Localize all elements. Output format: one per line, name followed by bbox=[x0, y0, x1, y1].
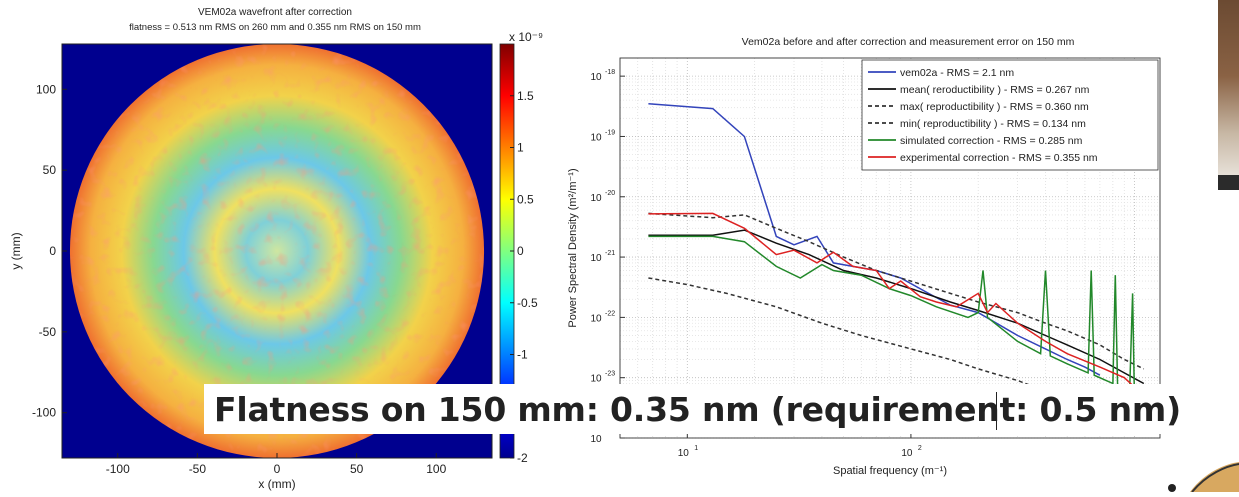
wavefront-heatmap-panel: VEM02a wavefront after correction flatne… bbox=[0, 0, 560, 492]
heatmap-y-tick-label: -50 bbox=[39, 325, 57, 339]
psd-legend-label: mean( reroductibility ) - RMS = 0.267 nm bbox=[900, 84, 1090, 96]
heatmap-x-tick-label: 0 bbox=[274, 462, 281, 476]
wavefront-heatmap: VEM02a wavefront after correction flatne… bbox=[9, 7, 543, 491]
text-cursor bbox=[996, 392, 997, 430]
psd-y-tick-label: 10 bbox=[590, 374, 602, 385]
psd-title: Vem02a before and after correction and m… bbox=[742, 36, 1075, 48]
psd-chart-panel: Vem02a before and after correction and m… bbox=[540, 0, 1180, 492]
flatness-caption-banner: Flatness on 150 mm: 0.35 nm (requirement… bbox=[204, 384, 1239, 434]
colorbar-exponent: x 10⁻⁹ bbox=[509, 30, 543, 44]
colorbar-tick-label: 0.5 bbox=[517, 192, 534, 206]
psd-series-line-1 bbox=[648, 229, 1145, 385]
psd-y-tick-label: 10 bbox=[590, 193, 602, 204]
psd-legend: vem02a - RMS = 2.1 nm mean( reroductibili… bbox=[861, 59, 1159, 171]
colorbar-tick-label: -2 bbox=[517, 451, 528, 465]
psd-y-axis-label: Power Spectral Density (m²/m⁻¹) bbox=[567, 168, 579, 327]
heatmap-y-tick-label: 0 bbox=[49, 244, 56, 258]
heatmap-x-tick-label: -50 bbox=[189, 462, 207, 476]
psd-y-tick-label: 10 bbox=[590, 434, 602, 445]
colorbar-tick-label: 1.5 bbox=[517, 89, 534, 103]
psd-x-axis-label: Spatial frequency (m⁻¹) bbox=[833, 465, 947, 477]
heatmap-y-axis-label: y (mm) bbox=[9, 232, 23, 269]
heatmap-y-tick-label: 50 bbox=[43, 163, 57, 177]
psd-y-tick-exponent: -18 bbox=[605, 69, 615, 76]
heatmap-x-tick-label: 50 bbox=[350, 462, 364, 476]
psd-y-tick-exponent: -19 bbox=[605, 129, 615, 136]
psd-series-group bbox=[648, 102, 1145, 415]
heatmap-x-tick-label: -100 bbox=[106, 462, 130, 476]
psd-legend-label: max( reproductibility ) - RMS = 0.360 nm bbox=[900, 101, 1089, 113]
psd-series-line-4 bbox=[648, 235, 1136, 402]
psd-y-tick-exponent: -21 bbox=[605, 250, 615, 257]
psd-y-tick-exponent: -22 bbox=[605, 310, 615, 317]
corner-photo-fragment bbox=[1218, 0, 1239, 190]
heatmap-y-tick-label: -100 bbox=[32, 406, 56, 420]
wavefront-aperture-disk bbox=[69, 43, 485, 459]
colorbar-tick-label: 1 bbox=[517, 141, 524, 155]
psd-x-tick-label: 10 bbox=[901, 448, 913, 459]
psd-legend-label: min( reproductibility ) - RMS = 0.134 nm bbox=[900, 118, 1086, 130]
psd-series-line-2 bbox=[648, 212, 1145, 370]
psd-y-tick-label: 10 bbox=[590, 313, 602, 324]
psd-legend-label: experimental correction - RMS = 0.355 nm bbox=[900, 152, 1098, 164]
psd-legend-label: simulated correction - RMS = 0.285 nm bbox=[900, 135, 1083, 147]
psd-series-line-5 bbox=[648, 212, 1145, 397]
psd-x-tick-exponent: 2 bbox=[918, 445, 922, 452]
heatmap-x-axis-label: x (mm) bbox=[258, 477, 295, 491]
psd-y-tick-label: 10 bbox=[590, 132, 602, 143]
heatmap-title: VEM02a wavefront after correction bbox=[198, 7, 352, 18]
heatmap-y-tick-label: 100 bbox=[36, 82, 56, 96]
psd-legend-label: vem02a - RMS = 2.1 nm bbox=[900, 67, 1014, 79]
heatmap-x-tick-label: 100 bbox=[426, 462, 446, 476]
psd-y-tick-label: 10 bbox=[590, 72, 602, 83]
psd-y-tick-exponent: -23 bbox=[605, 371, 615, 378]
decorative-swoosh bbox=[1168, 462, 1239, 492]
psd-x-tick-exponent: 1 bbox=[694, 445, 698, 452]
flatness-caption: Flatness on 150 mm: 0.35 nm (requirement… bbox=[214, 389, 1181, 429]
psd-frame bbox=[619, 57, 1161, 439]
psd-y-tick-exponent: -20 bbox=[605, 190, 615, 197]
colorbar-tick-label: -1 bbox=[517, 348, 528, 362]
psd-x-tick-label: 10 bbox=[678, 448, 690, 459]
psd-y-tick-label: 10 bbox=[590, 253, 602, 264]
psd-chart: Vem02a before and after correction and m… bbox=[567, 36, 1161, 477]
heatmap-subtitle: flatness = 0.513 nm RMS on 260 mm and 0.… bbox=[129, 22, 421, 33]
colorbar-tick-label: -0.5 bbox=[517, 296, 538, 310]
colorbar-tick-label: 0 bbox=[517, 244, 524, 258]
psd-legend-box bbox=[861, 59, 1159, 171]
